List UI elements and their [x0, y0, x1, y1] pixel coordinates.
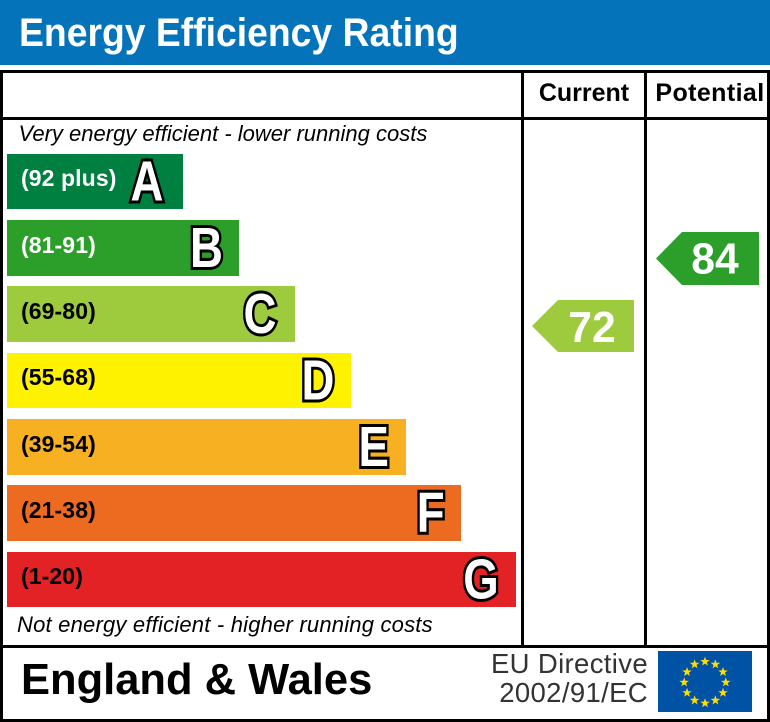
- svg-text:F: F: [417, 480, 445, 544]
- svg-text:84: 84: [691, 235, 738, 284]
- svg-text:72: 72: [568, 303, 615, 352]
- svg-text:C: C: [244, 281, 277, 345]
- svg-text:B: B: [190, 215, 223, 279]
- svg-text:A: A: [131, 149, 164, 213]
- svg-text:E: E: [358, 414, 388, 478]
- svg-text:G: G: [463, 547, 498, 611]
- svg-text:D: D: [302, 348, 335, 412]
